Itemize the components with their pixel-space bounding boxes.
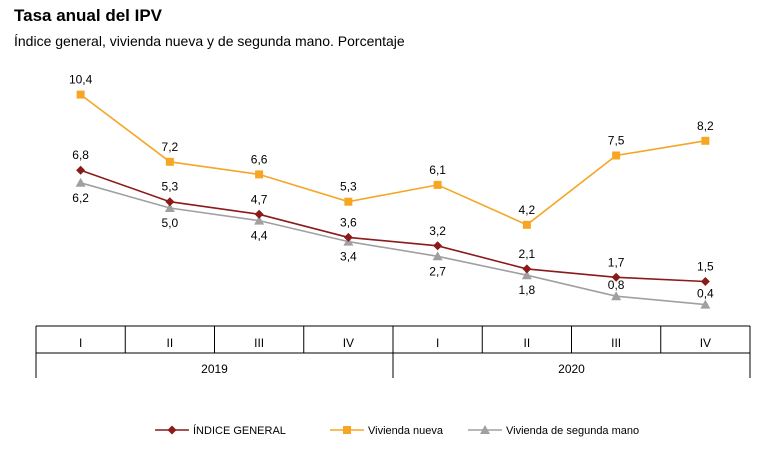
legend: ÍNDICE GENERAL Vivienda nueva Vivienda de …	[155, 424, 639, 437]
data-point	[433, 180, 442, 189]
data-label-layer: 6,2 5,0 4,4 3,4 2,7 1,8 0,8 0,4 10,4 7,2 6,6 5,3 6,1…	[69, 73, 714, 301]
legend-marker	[480, 425, 490, 434]
x-tick-label: I	[436, 336, 439, 350]
x-tick-label: I	[79, 336, 82, 350]
data-point	[701, 136, 710, 145]
data-point	[164, 203, 175, 212]
legend-label: Vivienda nueva	[368, 425, 444, 437]
series-line	[80, 93, 706, 226]
data-point	[612, 151, 621, 160]
x-tick-label: IV	[700, 336, 711, 350]
data-point	[76, 90, 85, 99]
data-label: 4,4	[251, 229, 268, 243]
data-point	[254, 215, 265, 225]
data-point	[165, 197, 175, 207]
data-point	[254, 209, 264, 219]
data-point	[700, 277, 710, 286]
x-tick-label: IV	[343, 336, 354, 350]
data-label: 6,1	[429, 163, 446, 177]
data-point	[522, 220, 531, 229]
series-line	[80, 182, 706, 306]
data-point	[700, 299, 711, 309]
data-label: 8,2	[697, 119, 714, 133]
year-label: 2019	[201, 362, 228, 376]
data-label: 10,4	[69, 73, 93, 87]
data-label: 7,5	[608, 134, 625, 148]
chart-subtitle: Índice general, vivienda nueva y de segu…	[14, 33, 405, 49]
data-label: 6,2	[72, 191, 89, 205]
legend-marker	[167, 425, 177, 435]
data-point	[75, 177, 86, 187]
legend-label: ÍNDICE GENERAL	[193, 424, 286, 437]
series-line	[80, 169, 706, 283]
data-label: 3,6	[340, 215, 357, 229]
data-point	[255, 170, 264, 179]
data-label: 6,6	[251, 152, 268, 166]
data-point	[433, 241, 443, 251]
data-label: 1,8	[519, 283, 536, 297]
data-label: 5,3	[162, 180, 179, 194]
data-label: 5,0	[162, 216, 179, 230]
data-label: 4,2	[519, 203, 536, 217]
data-point	[611, 291, 622, 301]
data-point	[521, 270, 532, 280]
chart-title: Tasa anual del IPV	[14, 6, 163, 25]
data-label: 4,7	[251, 192, 268, 206]
data-point	[343, 232, 353, 242]
data-label: 5,3	[340, 180, 357, 194]
data-label: 6,8	[72, 148, 89, 162]
data-point	[611, 272, 621, 282]
data-label: 1,5	[697, 260, 714, 274]
x-tick-label: III	[254, 336, 264, 350]
data-point	[344, 197, 353, 206]
data-label: 1,7	[608, 255, 625, 269]
x-tick-label: II	[524, 336, 531, 350]
year-label: 2020	[558, 362, 585, 376]
data-label: 7,2	[162, 140, 179, 154]
legend-label: Vivienda de segunda mano	[506, 425, 639, 437]
data-label: 2,7	[429, 264, 446, 278]
legend-marker	[343, 426, 351, 434]
x-tick-label: III	[611, 336, 621, 350]
data-point	[522, 264, 532, 274]
data-label: 0,4	[697, 287, 714, 301]
series-layer	[75, 90, 711, 309]
data-label: 0,8	[608, 278, 625, 292]
data-label: 3,4	[340, 250, 357, 264]
data-point	[76, 165, 86, 175]
data-point	[165, 157, 174, 166]
x-tick-label: II	[167, 336, 174, 350]
data-label: 2,1	[519, 247, 536, 261]
data-point	[432, 251, 443, 261]
data-label: 3,2	[429, 224, 446, 238]
